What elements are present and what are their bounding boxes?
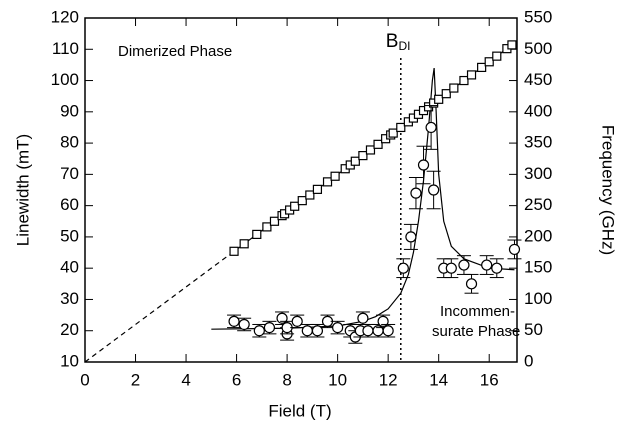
y-axis-label: Linewidth (mT) (13, 134, 32, 246)
x-tick-label: 0 (80, 370, 89, 389)
frequency-point (373, 139, 383, 149)
linewidth-point (301, 325, 313, 337)
linewidth-fit (211, 67, 515, 330)
linewidth-point (458, 259, 470, 271)
y-tick-label: 100 (51, 70, 79, 89)
x-tick-label: 14 (429, 370, 448, 389)
y2-tick-label: 550 (524, 7, 552, 26)
linewidth-point (382, 325, 394, 337)
y-tick-label: 60 (60, 195, 79, 214)
linewidth-point (263, 322, 276, 334)
frequency-point (477, 62, 487, 73)
y-tick-label: 50 (60, 226, 79, 245)
frequency-point (290, 201, 300, 211)
y-tick-label: 10 (60, 351, 79, 370)
frequency-point (269, 216, 280, 226)
y-tick-label: 40 (60, 258, 79, 277)
linewidth-point (508, 243, 521, 256)
y2-tick-label: 150 (524, 258, 552, 277)
x-axis-label: Field (T) (268, 401, 331, 420)
linewidth-point (425, 121, 437, 134)
y-tick-label: 120 (51, 7, 79, 26)
annotation: Dimerized Phase (118, 43, 232, 60)
linewidth-point (253, 325, 265, 337)
transition-label-main: B (386, 31, 399, 52)
y2-tick-label: 50 (524, 320, 543, 339)
y-tick-label: 90 (60, 101, 79, 120)
linewidth-point (428, 184, 440, 196)
frequency-point (358, 151, 368, 161)
annotation: Incommen- (440, 303, 515, 320)
linewidth-point (397, 262, 409, 274)
transition-label: BDI (386, 31, 411, 53)
frequency-point (449, 83, 459, 93)
annotation: surate Phase (432, 323, 520, 340)
x-tick-label: 10 (328, 370, 347, 389)
linewidth-point (238, 318, 250, 331)
frequency-point (388, 128, 398, 138)
linewidth-point (276, 312, 288, 324)
y-tick-label: 30 (60, 289, 79, 308)
linewidth-point (332, 322, 344, 334)
frequency-point (350, 156, 360, 166)
linewidth-point (377, 315, 389, 327)
frequency-point (396, 122, 406, 133)
y-tick-label: 70 (60, 164, 79, 183)
y-tick-label: 80 (60, 133, 79, 152)
x-tick-label: 16 (480, 370, 499, 389)
y2-tick-label: 0 (524, 351, 533, 370)
x-tick-label: 12 (379, 370, 398, 389)
frequency-point (229, 246, 239, 256)
linewidth-point (311, 325, 324, 337)
fit-line-dashed (84, 250, 235, 363)
frequency-point (252, 229, 262, 240)
y2-axis-label: Frequency (GHz) (599, 125, 618, 255)
linewidth-point (357, 312, 369, 324)
frequency-point (322, 177, 333, 187)
frequency-point (365, 145, 376, 155)
frequency-point (262, 222, 272, 232)
frequency-point (459, 75, 469, 86)
frequency-point (312, 184, 323, 194)
linewidth-point (491, 262, 503, 274)
x-tick-label: 6 (232, 370, 241, 389)
linewidth-point (465, 278, 478, 290)
y-tick-label: 110 (52, 39, 79, 58)
x-tick-label: 4 (181, 370, 190, 389)
transition-label-sub: DI (398, 39, 410, 53)
linewidth-point (228, 315, 240, 327)
y2-tick-label: 350 (524, 133, 552, 152)
linewidth-point (405, 231, 417, 243)
x-tick-label: 8 (282, 370, 291, 389)
linewidth-point (410, 187, 422, 199)
frequency-point (466, 70, 477, 80)
y2-tick-label: 450 (524, 70, 552, 89)
linewidth-point (291, 315, 303, 327)
y2-tick-label: 100 (524, 289, 552, 308)
frequency-point (492, 51, 502, 61)
x-tick-label: 2 (131, 370, 140, 389)
frequency-point (507, 40, 517, 50)
frequency-point (484, 57, 494, 67)
linewidth-point (417, 159, 430, 171)
frequency-point (239, 239, 249, 249)
plot-frame (84, 17, 518, 363)
frequency-point (297, 196, 307, 206)
linewidth-point (481, 259, 493, 271)
y2-tick-label: 250 (524, 195, 552, 214)
frequency-point (305, 190, 315, 200)
frequency-point (434, 94, 444, 104)
frequency-point (330, 171, 340, 181)
linewidth-point (445, 262, 457, 274)
y2-tick-label: 400 (524, 101, 552, 120)
y2-tick-label: 500 (524, 39, 552, 58)
y2-tick-label: 300 (524, 164, 552, 183)
frequency-point (441, 89, 451, 99)
y-tick-label: 20 (60, 320, 79, 339)
y2-tick-label: 200 (524, 226, 552, 245)
linewidth-point (362, 325, 374, 337)
